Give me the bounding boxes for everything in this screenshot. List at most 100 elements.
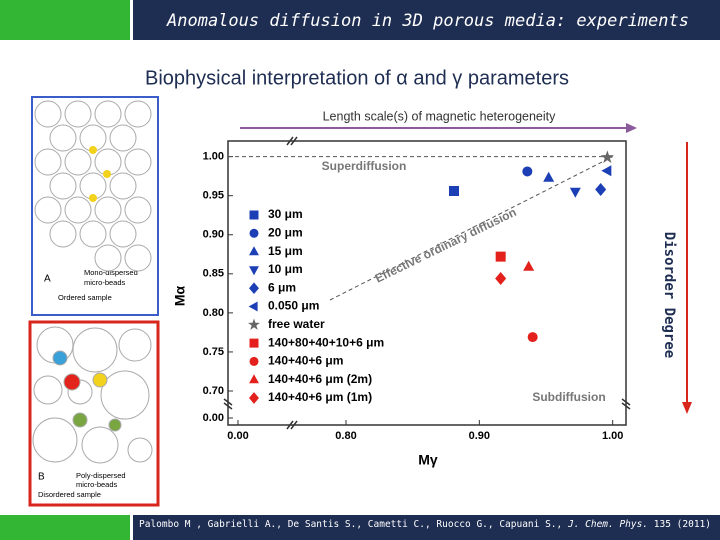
- y-tick-label: 1.00: [203, 151, 224, 163]
- data-point: [543, 171, 555, 182]
- citation: Palombo M , Gabrielli A., De Santis S., …: [139, 519, 711, 530]
- footer-bar: [133, 515, 720, 540]
- bead: [124, 196, 152, 224]
- axis-break: [223, 398, 233, 410]
- x-tick-label: 1.00: [602, 430, 623, 442]
- bead: [81, 426, 119, 464]
- legend-marker: [248, 301, 258, 312]
- panel-b: B Poly-dispersed micro-beads Disordered …: [28, 320, 160, 507]
- legend-label: 20 μm: [268, 225, 303, 239]
- header-accent: [0, 0, 130, 40]
- annotation: Superdiffusion: [322, 159, 407, 173]
- footer-accent: [0, 515, 130, 540]
- data-point: [523, 260, 535, 271]
- legend-label: 6 μm: [268, 280, 296, 294]
- axis-break: [286, 420, 298, 430]
- legend-marker: [249, 338, 259, 348]
- x-axis-label: Mγ: [418, 452, 438, 468]
- bead: [49, 124, 77, 152]
- panel-a: A Mono-dispersed micro-beads Ordered sam…: [31, 96, 159, 316]
- legend-label: 140+40+6 μm: [268, 354, 343, 368]
- plot-frame: [227, 140, 627, 426]
- bead: [127, 437, 153, 463]
- bead: [34, 100, 62, 128]
- legend-label: 140+40+6 μm (2m): [268, 372, 372, 386]
- data-point: [569, 187, 581, 198]
- bead: [109, 172, 137, 200]
- legend-marker: [249, 246, 259, 256]
- panel-label: micro-beads: [76, 480, 118, 489]
- panel-caption: Disordered sample: [38, 490, 101, 499]
- bead: [94, 100, 122, 128]
- bead: [63, 373, 81, 391]
- bead: [64, 148, 92, 176]
- bead: [33, 375, 63, 405]
- data-point: [595, 182, 607, 196]
- legend-marker: [249, 228, 259, 238]
- legend-label: 15 μm: [268, 244, 303, 258]
- legend-marker: [249, 266, 259, 276]
- bead: [100, 370, 150, 420]
- annotation: Subdiffusion: [532, 390, 605, 404]
- header-bar: [133, 0, 720, 40]
- panel-label: Mono-dispersed: [84, 268, 138, 277]
- y-tick-label: 0.95: [203, 190, 224, 202]
- y-tick-label: 0.90: [203, 229, 224, 241]
- data-point: [522, 166, 533, 177]
- panel-letter: A: [44, 274, 51, 285]
- bead: [49, 220, 77, 248]
- citation-ref: 135 (2011): [654, 519, 711, 530]
- y-tick-label: 0.80: [203, 307, 224, 319]
- panel-label: micro-beads: [84, 278, 126, 287]
- legend-label: 0.050 μm: [268, 299, 319, 313]
- data-point: [495, 272, 507, 285]
- legend-label: 140+40+6 μm (1m): [268, 390, 372, 404]
- data-point: [449, 186, 459, 196]
- bead: [79, 220, 107, 248]
- bead: [72, 327, 118, 373]
- data-point: [527, 332, 538, 343]
- data-point: [601, 165, 612, 177]
- bead-gap: [103, 170, 111, 178]
- bead: [34, 196, 62, 224]
- arrow-head: [626, 123, 637, 133]
- y-tick-label: 0.70: [203, 385, 224, 397]
- bead: [124, 148, 152, 176]
- legend-marker: [249, 356, 259, 366]
- bead: [109, 124, 137, 152]
- bead: [92, 372, 108, 388]
- legend-marker: [248, 318, 260, 330]
- citation-journal: J. Chem. Phys.: [567, 519, 648, 530]
- bead: [34, 148, 62, 176]
- bead: [124, 100, 152, 128]
- subtitle: Biophysical interpretation of α and γ pa…: [145, 67, 569, 89]
- legend-label: free water: [268, 317, 325, 331]
- header-title: Anomalous diffusion in 3D porous media: …: [166, 11, 689, 31]
- panel-caption: Ordered sample: [58, 293, 112, 302]
- data-point: [600, 150, 614, 164]
- bead: [118, 328, 152, 362]
- y-axis-label: Mα: [172, 285, 188, 306]
- bead: [32, 417, 78, 463]
- bead: [64, 196, 92, 224]
- disorder-arrow-head: [682, 402, 692, 414]
- x-tick-label: 0.90: [469, 430, 490, 442]
- legend-marker: [249, 210, 259, 220]
- y-tick-label: 0.00: [203, 412, 224, 424]
- bead: [124, 244, 152, 272]
- arrow-label: Length scale(s) of magnetic heterogeneit…: [323, 109, 557, 123]
- panel-label: Poly-dispersed: [76, 471, 126, 480]
- bead: [94, 244, 122, 272]
- axis-break: [286, 136, 298, 146]
- legend-label: 30 μm: [268, 207, 303, 221]
- y-tick-label: 0.75: [203, 346, 224, 358]
- bead: [72, 412, 88, 428]
- legend-marker: [249, 392, 259, 404]
- legend-marker: [249, 374, 259, 384]
- y-tick-label: 0.85: [203, 268, 224, 280]
- annotation: Effective ordinary diffusion: [373, 205, 519, 286]
- bead: [52, 350, 68, 366]
- legend-label: 140+80+40+10+6 μm: [268, 335, 384, 349]
